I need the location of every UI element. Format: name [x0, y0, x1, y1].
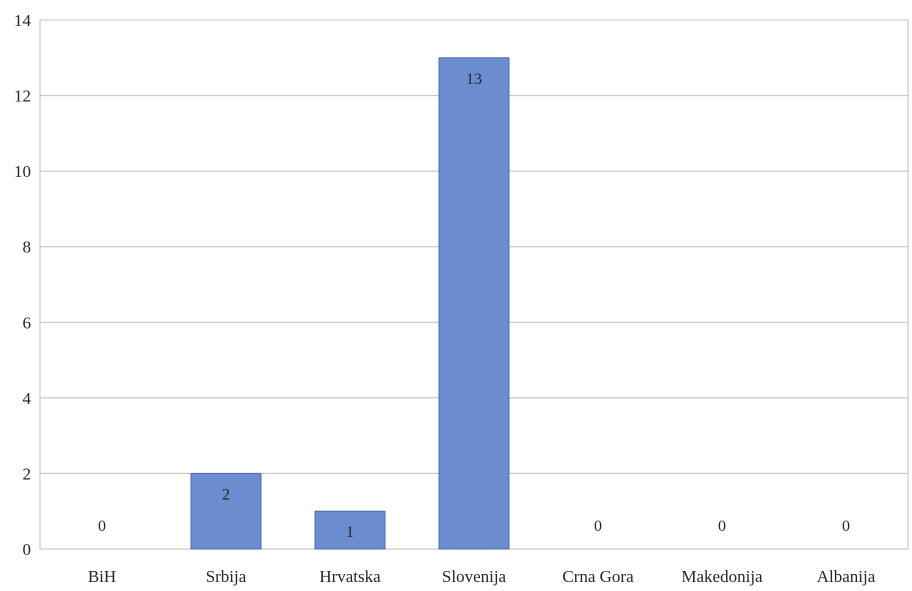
x-tick-label: Albanija: [817, 567, 876, 586]
x-tick-label: Crna Gora: [562, 567, 634, 586]
y-tick-label: 12: [14, 87, 31, 106]
y-tick-label: 8: [23, 238, 32, 257]
x-tick-label: Hrvatska: [319, 567, 381, 586]
data-label: 0: [594, 518, 602, 535]
bars: [190, 57, 510, 550]
data-label: 13: [466, 71, 482, 88]
data-label: 1: [346, 524, 354, 541]
bar-hrvatska: [314, 510, 386, 550]
x-tick-label: Slovenija: [442, 567, 507, 586]
y-tick-label: 2: [23, 464, 32, 483]
data-label: 2: [222, 486, 230, 503]
bar-srbija: [190, 472, 262, 550]
y-tick-label: 0: [23, 540, 32, 559]
x-axis: BiH Srbija Hrvatska Slovenija Crna Gora Maked…: [88, 567, 876, 586]
x-tick-label: BiH: [88, 567, 116, 586]
y-tick-label: 10: [14, 162, 31, 181]
bar-slovenija: [438, 57, 510, 550]
y-tick-label: 14: [14, 11, 32, 30]
grid-layer: [40, 95, 908, 474]
y-axis: 0 2 4 6 8 10 12 14: [14, 11, 32, 559]
x-tick-label: Makedonija: [681, 567, 763, 586]
y-tick-label: 4: [23, 389, 32, 408]
data-label: 0: [718, 518, 726, 535]
data-labels: 0 2 1 13 0 0 0: [98, 71, 850, 541]
data-label: 0: [842, 518, 850, 535]
y-tick-label: 6: [23, 313, 32, 332]
x-tick-label: Srbija: [206, 567, 247, 586]
data-label: 0: [98, 518, 106, 535]
